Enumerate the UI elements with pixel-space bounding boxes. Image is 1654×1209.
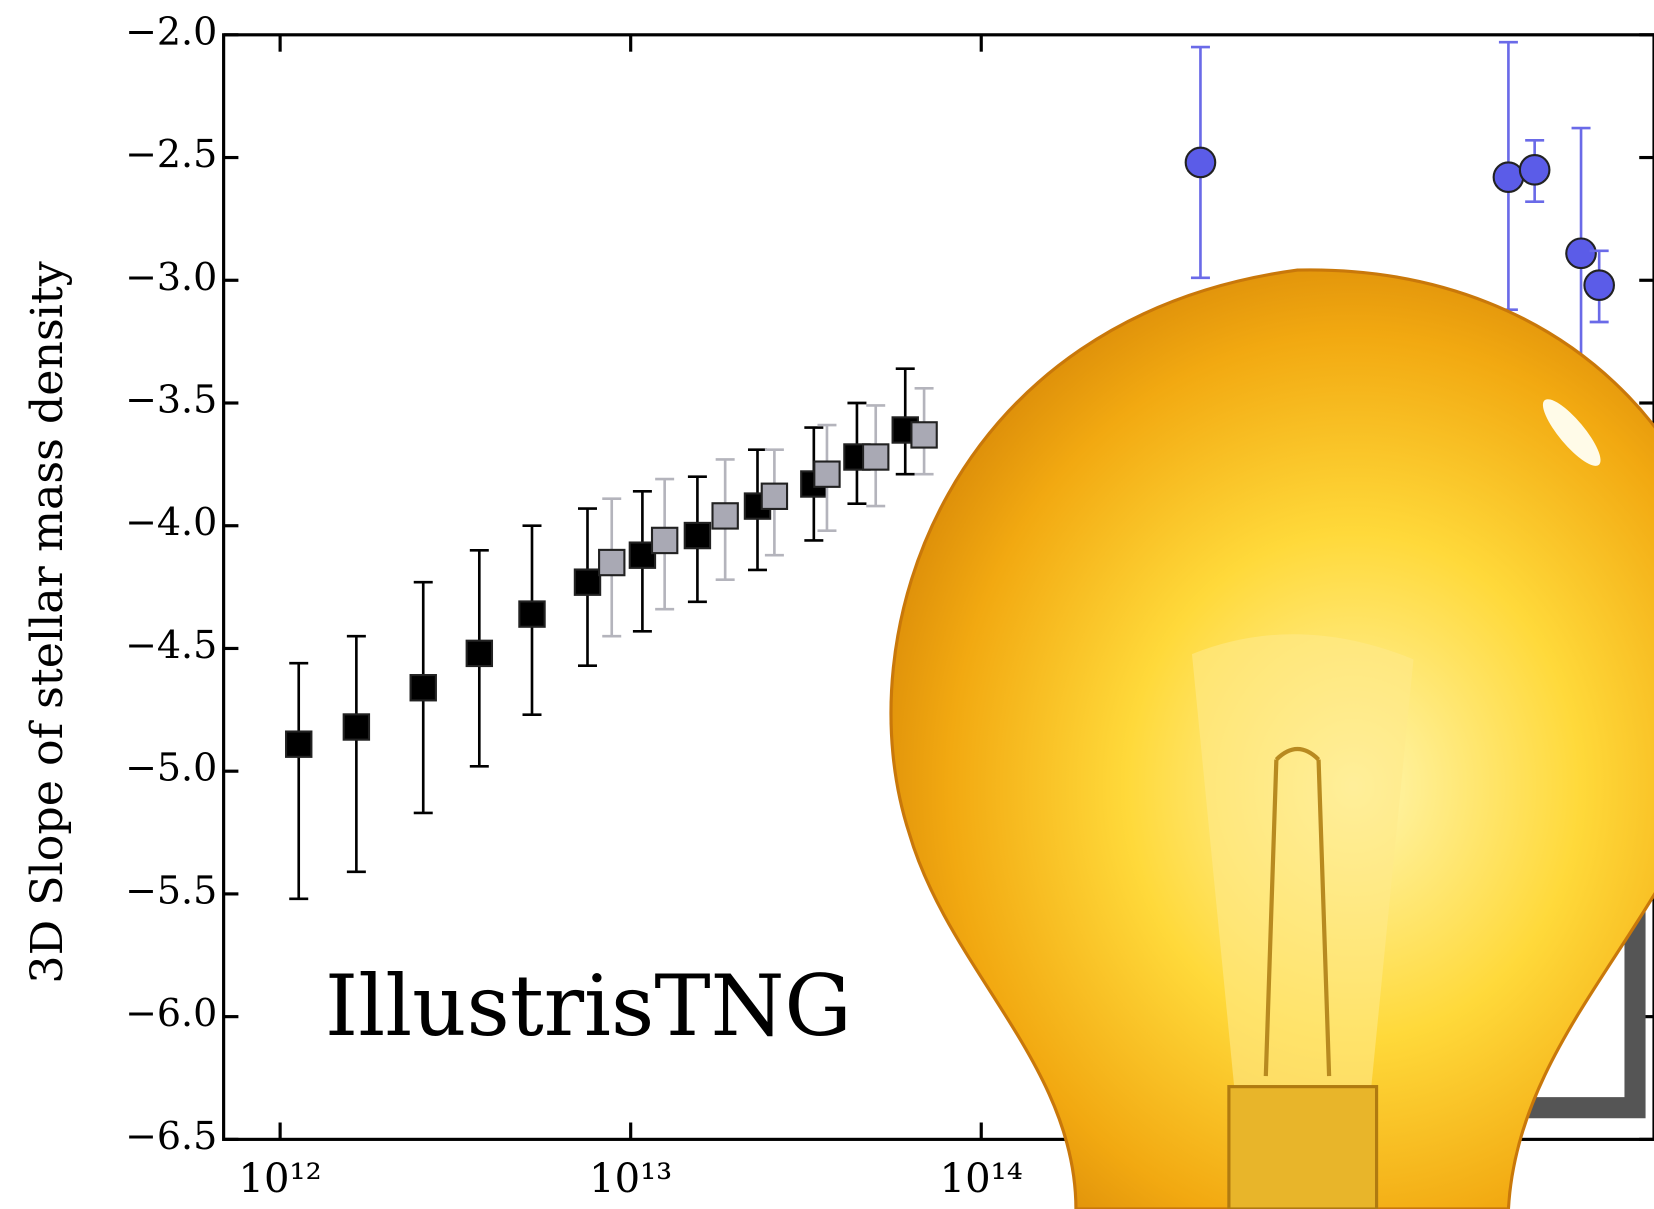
lightbulb <box>889 268 1654 1209</box>
data-point <box>813 460 841 488</box>
data-point <box>683 521 712 550</box>
y-tick-label: −5.0 <box>125 746 217 790</box>
bulb-base <box>1227 1085 1379 1209</box>
y-tick-label: −2.5 <box>125 132 217 176</box>
data-point <box>650 526 679 555</box>
y-tick-label: −3.0 <box>125 255 217 299</box>
data-point <box>1492 161 1525 194</box>
y-tick-label: −2.0 <box>125 9 217 53</box>
x-tick-label: 10¹⁴ <box>940 1156 1023 1202</box>
y-tick-label: −4.0 <box>125 500 217 544</box>
data-point <box>1518 153 1551 186</box>
data-point <box>628 541 657 569</box>
y-tick-label: −6.0 <box>125 991 217 1035</box>
annotation: IllustrisTNG <box>325 957 852 1055</box>
data-point <box>285 730 313 758</box>
data-point <box>518 600 546 628</box>
data-point <box>1583 269 1615 302</box>
x-tick-label: 10¹² <box>239 1156 322 1202</box>
y-tick-label: −3.5 <box>125 377 217 421</box>
data-point <box>342 713 371 741</box>
data-point <box>465 639 494 668</box>
x-tick-label: 10¹³ <box>589 1156 672 1202</box>
data-point <box>910 421 938 449</box>
data-point <box>760 482 789 510</box>
bulb-stem <box>1191 634 1414 1087</box>
filament <box>1263 746 1332 1077</box>
axes-frame <box>222 33 1654 1141</box>
data-point <box>409 674 437 702</box>
bulb-highlight <box>1542 399 1601 466</box>
data-point <box>1184 146 1217 179</box>
data-point <box>862 443 890 471</box>
y-tick-label: −6.5 <box>125 1114 217 1158</box>
y-axis-label: 3D Slope of stellar mass density <box>22 261 73 983</box>
plot-area: 3D Slope of stellar mass density Illustr… <box>22 9 1654 1202</box>
data-point <box>598 548 626 577</box>
data-point <box>711 502 739 530</box>
y-tick-label: −4.5 <box>125 623 217 667</box>
y-tick-label: −5.5 <box>125 868 217 912</box>
data-point <box>573 568 602 596</box>
data-point <box>1565 237 1597 270</box>
